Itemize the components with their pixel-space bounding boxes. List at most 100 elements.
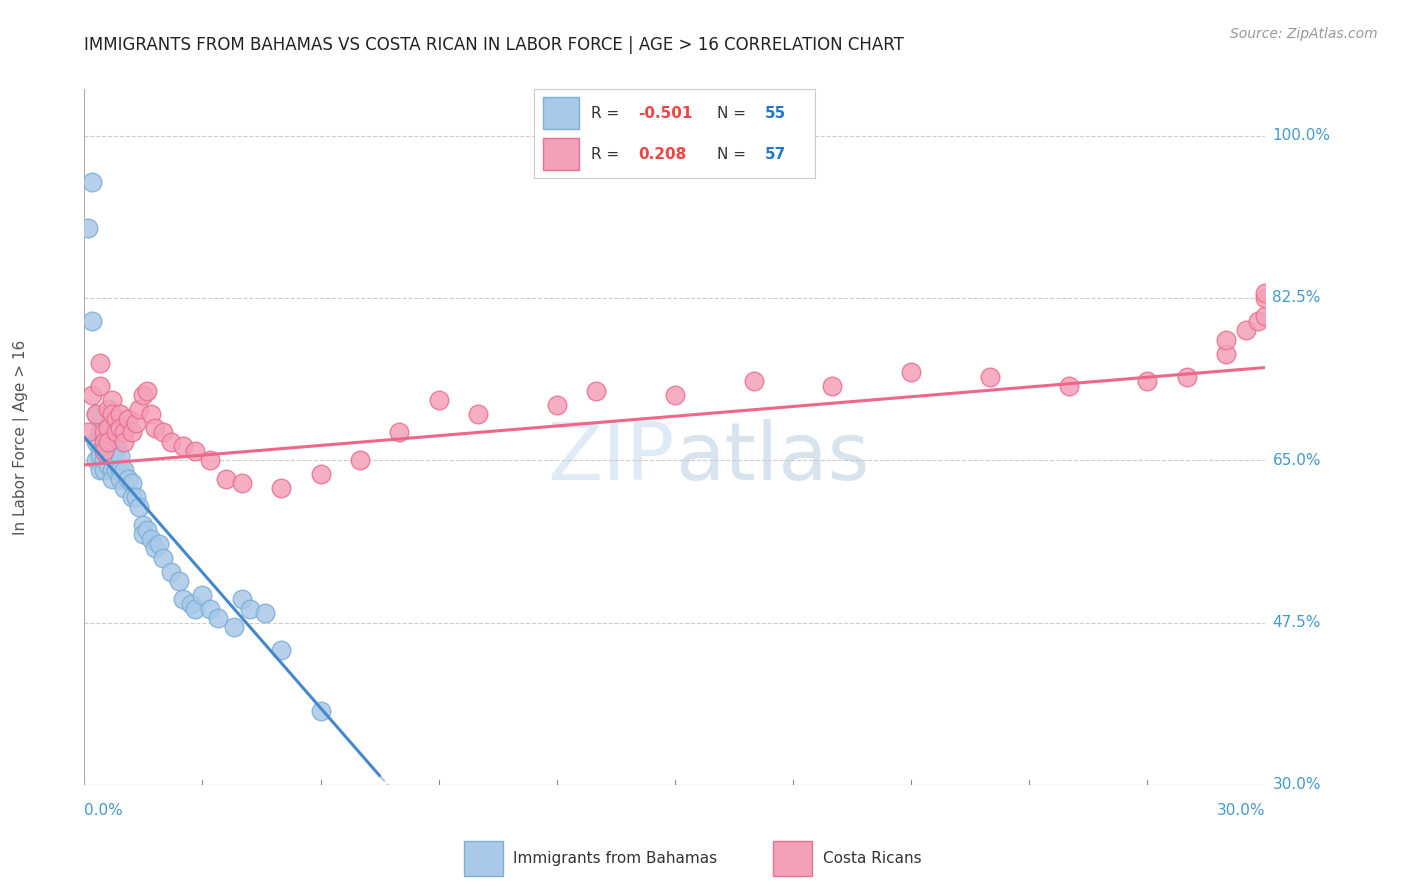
Point xyxy=(117,472,139,486)
Point xyxy=(1136,375,1159,389)
Point xyxy=(546,398,568,412)
Text: 30.0%: 30.0% xyxy=(1218,803,1265,818)
Point xyxy=(143,421,166,435)
Text: 82.5%: 82.5% xyxy=(1272,291,1320,305)
Point xyxy=(82,388,104,402)
Point xyxy=(93,430,115,444)
Point xyxy=(585,384,607,398)
Point xyxy=(89,462,111,476)
Point xyxy=(388,425,411,440)
Point xyxy=(112,462,135,476)
Point xyxy=(1175,369,1198,384)
Text: 30.0%: 30.0% xyxy=(1272,778,1320,792)
Point xyxy=(231,592,253,607)
Point xyxy=(112,481,135,495)
Point xyxy=(101,453,124,467)
Point xyxy=(84,453,107,467)
Point xyxy=(112,434,135,449)
Point xyxy=(180,597,202,611)
Point xyxy=(104,453,127,467)
Point xyxy=(183,444,205,458)
Point xyxy=(108,449,131,463)
Point xyxy=(270,481,292,495)
Point xyxy=(152,425,174,440)
Point xyxy=(82,314,104,328)
Point xyxy=(309,704,332,718)
Text: 100.0%: 100.0% xyxy=(1272,128,1330,143)
Point xyxy=(121,476,143,491)
Point xyxy=(84,407,107,421)
Point xyxy=(152,550,174,565)
Point xyxy=(97,458,120,472)
Point xyxy=(136,523,159,537)
Point xyxy=(900,365,922,379)
Point xyxy=(427,392,450,407)
Point xyxy=(821,379,844,393)
Point xyxy=(121,491,143,505)
Text: ZIP: ZIP xyxy=(547,419,675,497)
Point xyxy=(89,425,111,440)
Point xyxy=(200,453,222,467)
Point xyxy=(97,434,120,449)
Point xyxy=(742,375,765,389)
Point xyxy=(84,434,107,449)
Point xyxy=(309,467,332,482)
Point xyxy=(89,379,111,393)
Point xyxy=(1215,346,1237,360)
Text: R =: R = xyxy=(591,147,624,161)
Point xyxy=(101,462,124,476)
Point xyxy=(172,439,194,453)
Point xyxy=(104,439,127,453)
Point xyxy=(148,537,170,551)
Point xyxy=(104,425,127,440)
Text: Costa Ricans: Costa Ricans xyxy=(823,851,921,866)
Point xyxy=(93,462,115,476)
Point xyxy=(117,411,139,425)
Text: 0.208: 0.208 xyxy=(638,147,686,161)
Point xyxy=(141,532,163,546)
Point xyxy=(108,407,131,421)
Text: -0.501: -0.501 xyxy=(638,106,693,120)
Point xyxy=(82,175,104,189)
Point xyxy=(254,607,277,621)
Point xyxy=(979,369,1001,384)
Point xyxy=(97,449,120,463)
Point xyxy=(132,527,155,541)
Point xyxy=(207,611,229,625)
Point xyxy=(160,565,183,579)
Text: IMMIGRANTS FROM BAHAMAS VS COSTA RICAN IN LABOR FORCE | AGE > 16 CORRELATION CHA: IMMIGRANTS FROM BAHAMAS VS COSTA RICAN I… xyxy=(84,36,904,54)
Text: N =: N = xyxy=(717,147,751,161)
Point xyxy=(231,476,253,491)
Bar xyxy=(773,841,813,876)
Point xyxy=(97,402,120,417)
Point xyxy=(191,588,214,602)
Point xyxy=(215,472,238,486)
Point xyxy=(104,462,127,476)
Point xyxy=(77,425,100,440)
Bar xyxy=(543,138,579,170)
Point xyxy=(172,592,194,607)
Point xyxy=(1254,291,1277,305)
Text: 55: 55 xyxy=(765,106,786,120)
Bar xyxy=(464,841,503,876)
Point xyxy=(124,491,146,505)
Point xyxy=(93,444,115,458)
Text: 57: 57 xyxy=(765,147,786,161)
Point xyxy=(97,434,120,449)
Point xyxy=(200,601,222,615)
Point xyxy=(128,402,150,417)
Point xyxy=(167,574,190,588)
Point xyxy=(101,392,124,407)
Point xyxy=(467,407,489,421)
Point xyxy=(1254,286,1277,301)
Point xyxy=(108,472,131,486)
Point xyxy=(141,407,163,421)
Point xyxy=(132,518,155,533)
Point xyxy=(1254,310,1277,324)
Point xyxy=(270,643,292,657)
Point xyxy=(128,500,150,514)
Point xyxy=(101,472,124,486)
Point xyxy=(1215,333,1237,347)
Point xyxy=(77,221,100,235)
Point xyxy=(132,388,155,402)
